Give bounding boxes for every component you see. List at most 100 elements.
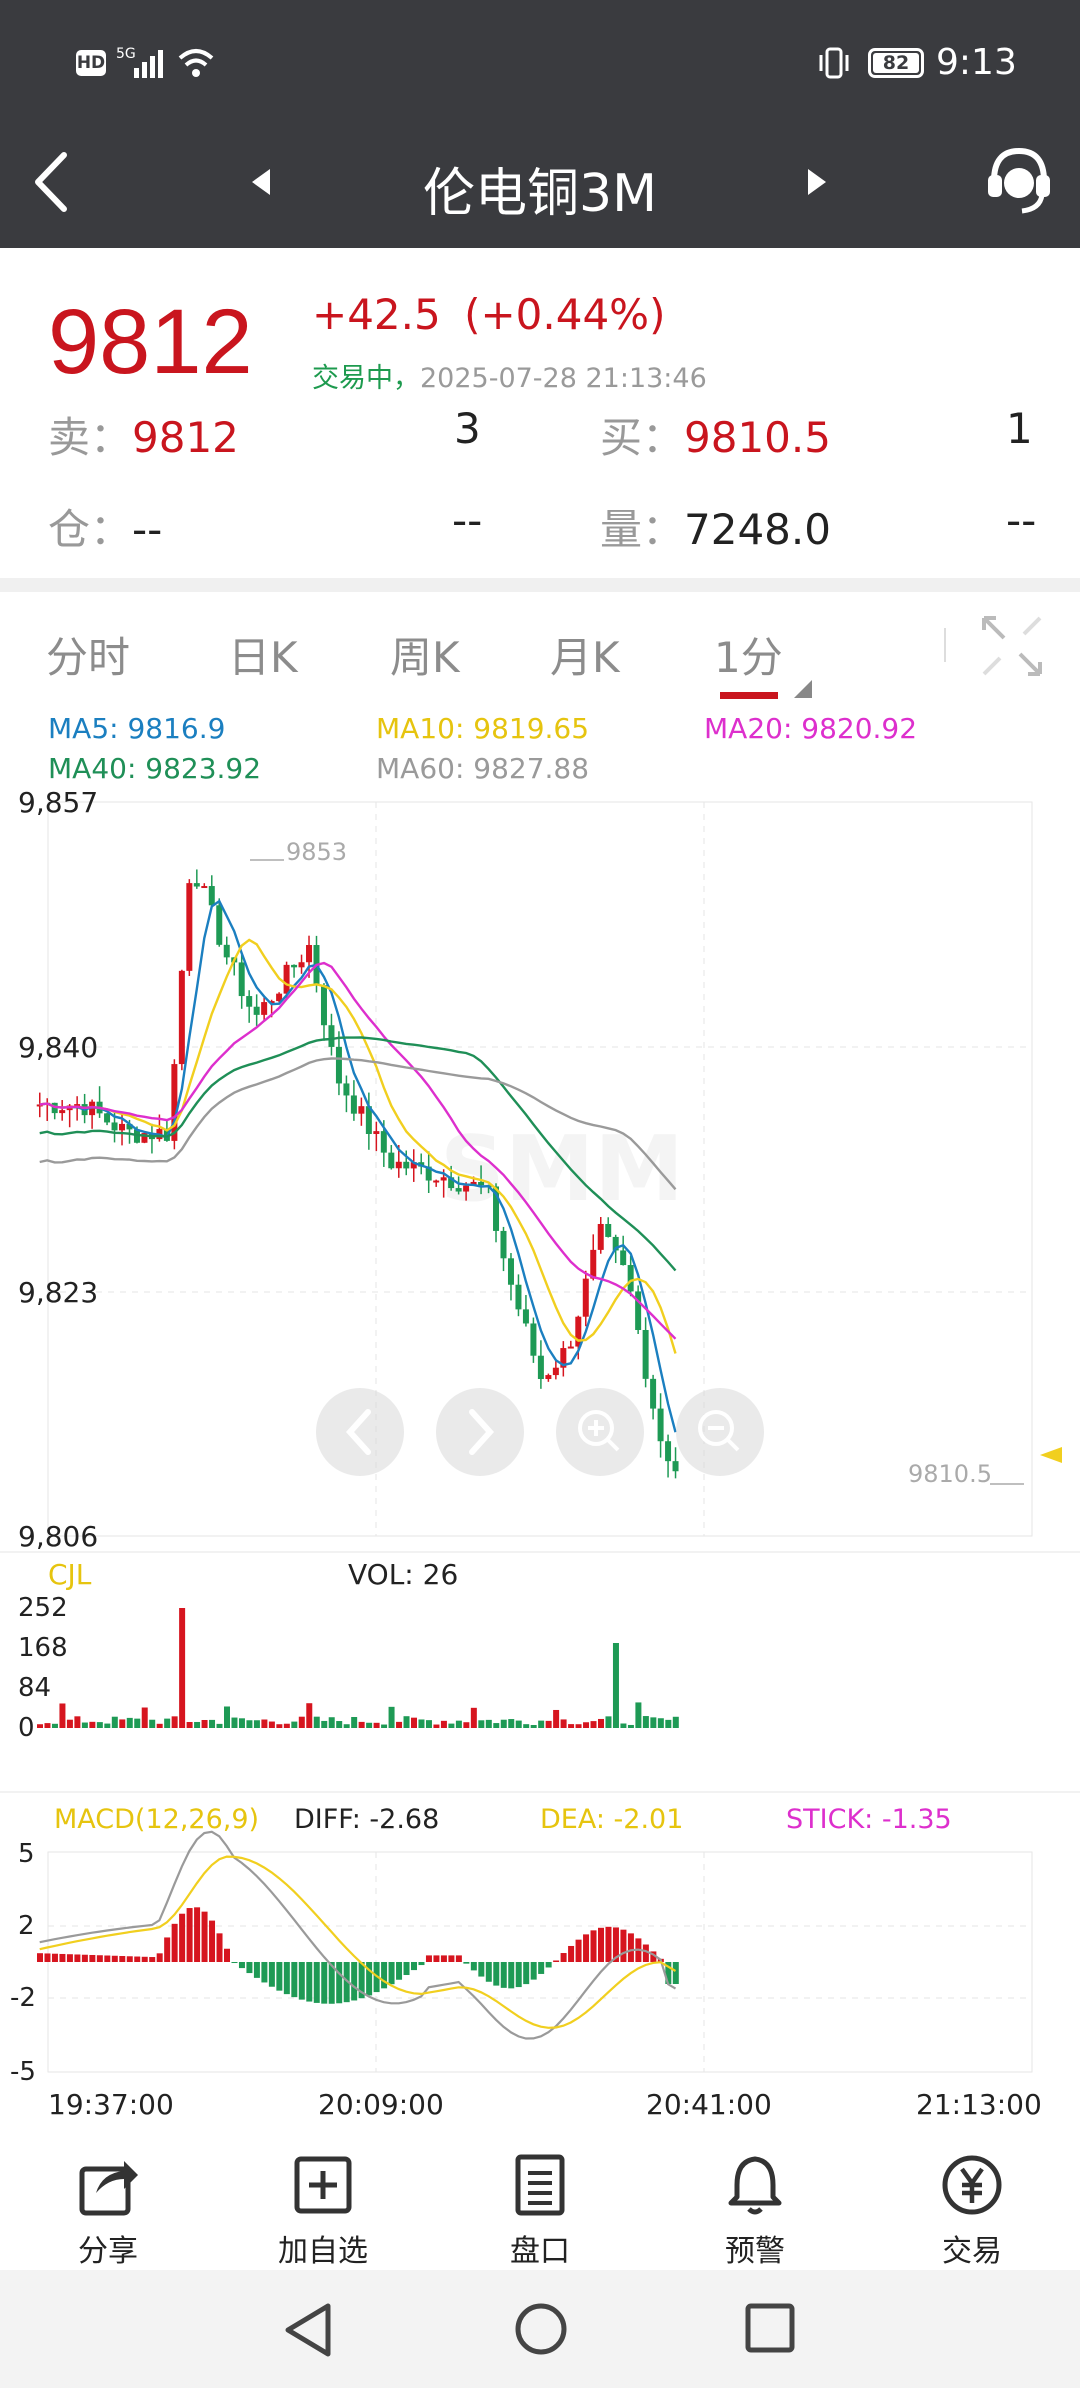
macd-bar: [51, 1953, 58, 1962]
candle-body: [433, 1180, 440, 1183]
candle-body: [545, 1375, 552, 1380]
volume-bar: [598, 1718, 604, 1728]
candle-body: [306, 945, 313, 963]
candle-body: [463, 1185, 470, 1192]
volume-bar: [44, 1723, 51, 1728]
volume-bar: [321, 1720, 328, 1728]
change-percent: (+0.44%): [464, 290, 666, 339]
volume-bar: [612, 1643, 619, 1728]
tab-intraday[interactable]: 分时: [46, 633, 131, 682]
ma10-line: [39, 938, 677, 1354]
time-label-3: 21:13:00: [916, 2088, 1042, 2121]
candle-body: [291, 964, 298, 968]
candle-body: [627, 1265, 634, 1292]
price-grid: [47, 801, 1033, 1537]
macd-bar: [37, 1953, 43, 1962]
volume-bar: [246, 1720, 253, 1728]
ma5-value: MA5: 9816.9: [48, 712, 226, 745]
vibrate-icon: [819, 47, 849, 79]
customer-service-icon[interactable]: [986, 143, 1052, 221]
share-button[interactable]: 分享: [38, 2150, 178, 2270]
macd-title: MACD(12,26,9): [54, 1804, 259, 1835]
candle-body: [448, 1177, 455, 1189]
system-home-icon[interactable]: [514, 2302, 568, 2356]
macd-bar: [463, 1962, 470, 1964]
volume-bar: [126, 1717, 133, 1728]
prev-contract-icon[interactable]: [248, 165, 272, 199]
volume-bar: [283, 1723, 290, 1728]
tab-monthly[interactable]: 月K: [550, 633, 620, 682]
volume-bar: [411, 1717, 417, 1728]
volume-bar: [119, 1719, 126, 1728]
volume-bar: [642, 1716, 649, 1728]
volume-bar: [201, 1719, 208, 1728]
candle-body: [507, 1258, 514, 1285]
macd-bar: [650, 1951, 657, 1962]
volume-bars: [37, 1608, 679, 1728]
candle-body: [590, 1249, 597, 1279]
zoom-out-button[interactable]: [676, 1388, 764, 1476]
dropdown-corner-icon[interactable]: [792, 678, 814, 700]
kline-chart[interactable]: SMM 9,857 9,840 9,823 9,806 9853 9810.5: [0, 780, 1080, 2130]
macd-bar: [500, 1962, 507, 1988]
candle-body: [223, 944, 230, 958]
macd-bar: [134, 1956, 141, 1962]
volume-bar: [336, 1721, 343, 1728]
zoom-in-button[interactable]: [556, 1388, 644, 1476]
add-favorite-button[interactable]: 加自选: [253, 2150, 393, 2270]
volume-bar: [560, 1719, 567, 1728]
ma60-value: MA60: 9827.88: [376, 752, 590, 785]
volume-bar: [328, 1717, 335, 1728]
candle-body: [268, 1001, 275, 1004]
macd-bar: [545, 1962, 552, 1968]
volume-bar: [575, 1724, 582, 1728]
candle-body: [642, 1330, 649, 1379]
fullscreen-icon[interactable]: [980, 614, 1044, 678]
ma20-value: MA20: 9820.92: [704, 712, 918, 745]
trade-button[interactable]: 交易: [902, 2150, 1042, 2270]
volume-bar: [104, 1723, 111, 1728]
volume-bar: [523, 1724, 530, 1728]
add-favorite-icon: [294, 2156, 352, 2214]
tab-weekly[interactable]: 周K: [390, 633, 460, 682]
volume-bar: [238, 1718, 245, 1728]
scroll-left-button[interactable]: [316, 1388, 404, 1476]
system-nav-bar: [0, 2270, 1080, 2388]
high-annotation: 9853: [286, 838, 347, 866]
candle-body: [537, 1355, 544, 1380]
order-book-icon: [515, 2154, 565, 2216]
macd-bar: [388, 1962, 395, 1985]
alert-button[interactable]: 预警: [685, 2150, 825, 2270]
candle-body: [582, 1278, 589, 1317]
candle-body: [403, 1161, 410, 1169]
system-recents-icon[interactable]: [744, 2302, 796, 2354]
candle-body: [59, 1110, 66, 1114]
open-interest-row: 仓：--: [48, 496, 162, 557]
ma10-legend: MA10: 9819.65: [376, 712, 589, 745]
chevron-left-icon: [345, 1409, 371, 1455]
macd-bar: [156, 1953, 163, 1962]
volume-bar: [306, 1703, 313, 1728]
volume-bar: [209, 1719, 216, 1728]
macd-bar: [583, 1934, 590, 1962]
volume-bar: [351, 1717, 358, 1728]
tab-daily[interactable]: 日K: [228, 633, 298, 682]
volume-bar: [37, 1724, 43, 1728]
back-icon[interactable]: [26, 147, 76, 217]
next-contract-icon[interactable]: [806, 165, 830, 199]
volume-bar: [448, 1723, 455, 1728]
price-label-bottom: 9,806: [18, 1520, 98, 1553]
scroll-right-button[interactable]: [436, 1388, 524, 1476]
system-back-icon[interactable]: [282, 2302, 334, 2358]
macd-bar: [328, 1962, 335, 2004]
volume-bar: [156, 1723, 163, 1728]
sell-row: 卖：9812: [48, 404, 239, 465]
volume-bar: [164, 1718, 171, 1728]
volume-bar: [141, 1707, 148, 1728]
sell-price: 9812: [132, 413, 239, 462]
macd-bar: [253, 1962, 260, 1978]
order-book-button[interactable]: 盘口: [470, 2150, 610, 2270]
volume-bar: [433, 1724, 440, 1728]
candle-body: [201, 886, 208, 889]
tab-1min[interactable]: 1分: [714, 633, 783, 682]
